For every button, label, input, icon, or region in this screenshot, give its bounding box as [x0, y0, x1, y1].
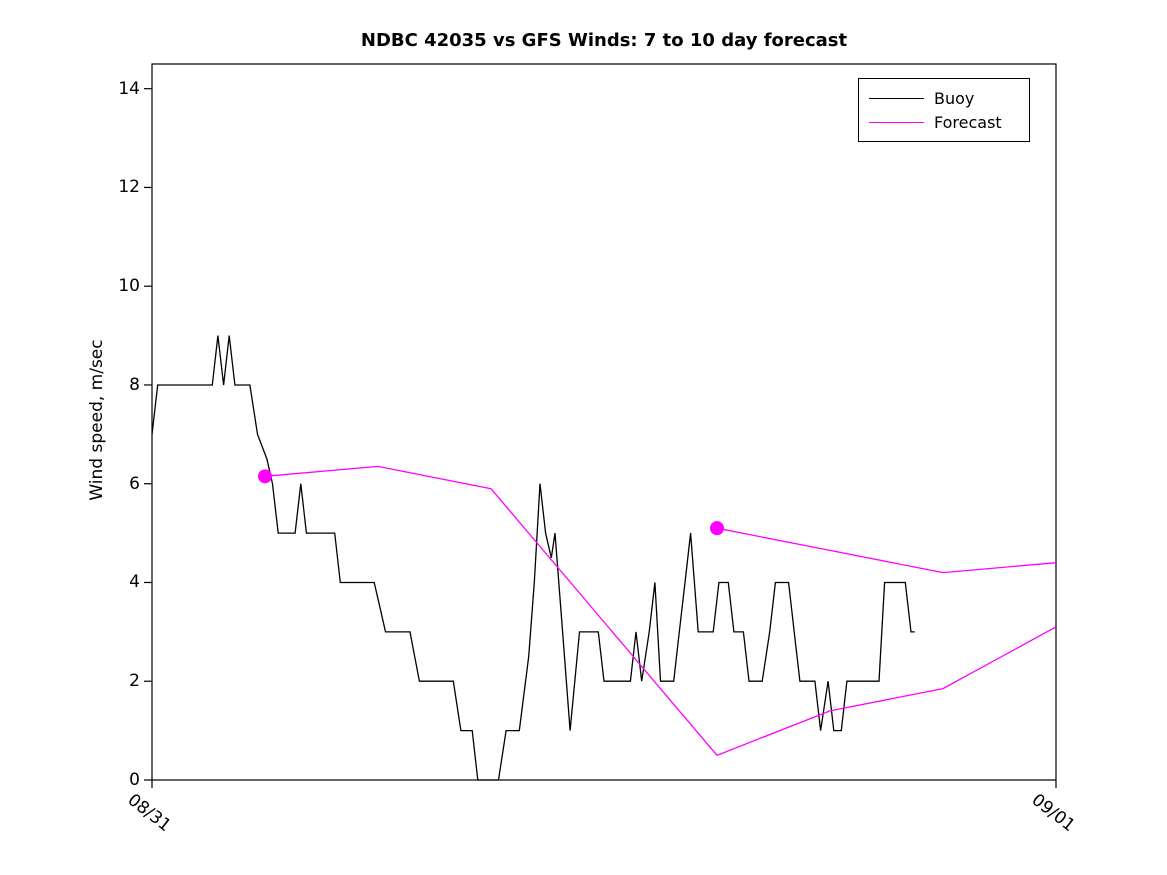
forecast-line — [716, 527, 1057, 574]
legend: Buoy Forecast — [858, 78, 1030, 142]
y-tick-label: 2 — [129, 671, 140, 692]
y-tick-label: 8 — [129, 374, 140, 395]
legend-item: Buoy — [869, 86, 1019, 110]
y-tick-label: 0 — [129, 770, 140, 790]
legend-label: Buoy — [934, 88, 975, 108]
chart-title: NDBC 42035 vs GFS Winds: 7 to 10 day for… — [360, 30, 848, 51]
legend-line-sample — [869, 97, 924, 99]
y-axis-label: Wind speed, m/sec — [87, 339, 107, 501]
forecast-start-marker — [710, 521, 724, 536]
y-tick-label: 12 — [118, 177, 140, 198]
forecast-start-marker — [258, 469, 272, 484]
y-tick-label: 6 — [129, 473, 140, 494]
forecast-line — [264, 465, 1057, 757]
buoy-line — [151, 335, 915, 781]
axis-box — [151, 63, 1057, 781]
y-tick-label: 10 — [118, 276, 140, 297]
legend-item: Forecast — [869, 110, 1019, 134]
y-tick-label: 14 — [118, 78, 140, 99]
y-tick-label: 4 — [129, 572, 140, 593]
legend-line-sample — [869, 121, 924, 123]
legend-label: Forecast — [934, 112, 1002, 132]
